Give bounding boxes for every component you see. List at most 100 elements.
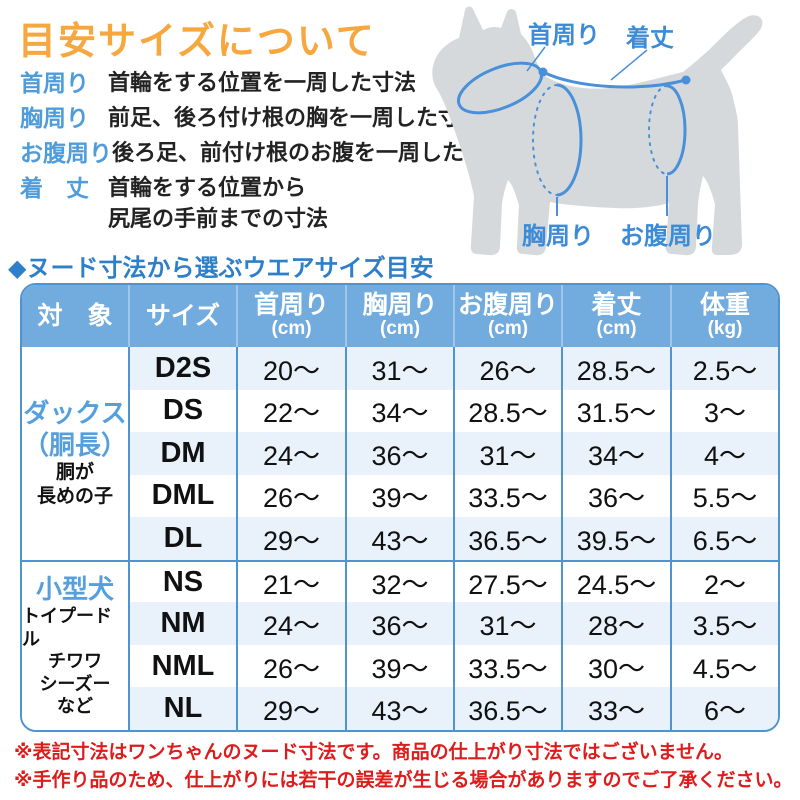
belly-measure-ring-back (648, 85, 668, 175)
group-sub-line: トイプードル (22, 606, 112, 649)
table-cell-size: NL (128, 687, 236, 730)
group-cell-small-dog: 小型犬 トイプードル チワワ シーズー など (22, 559, 128, 730)
table-cell: 34〜 (345, 389, 453, 433)
table-cell: 33.5〜 (453, 644, 561, 688)
diagram-chest-label: 胸周り (522, 223, 594, 250)
header-text: 首周り (253, 291, 329, 320)
group-sub-line: 長めの子 (36, 485, 113, 507)
neck-label-leader-line (526, 46, 546, 72)
legend-row-neck: 首周り 首輪をする位置を一周した寸法 (20, 70, 508, 96)
table-cell: 31.5〜 (561, 389, 670, 433)
group-name-line1: 小型犬 (35, 574, 114, 605)
legend-desc-length: 首輪をする位置から 尻尾の手前までの寸法 (108, 175, 328, 232)
diagram-belly-label: お腹周り (620, 223, 716, 250)
belly-measure-ring-front (666, 84, 687, 176)
header-text: 体重 (699, 291, 750, 320)
table-cell: 6〜 (670, 687, 778, 730)
table-cell-size: NS (128, 559, 236, 603)
page-title: 目安サイズについて (18, 21, 376, 63)
table-cell: 36〜 (345, 602, 453, 645)
table-cell: 3〜 (670, 389, 778, 433)
group-name-line1: ダックス (23, 398, 127, 429)
table-cell: 27.5〜 (453, 559, 561, 603)
table-cell: 29〜 (236, 687, 345, 730)
header-unit: (cm) (379, 318, 421, 340)
table-cell: 24.5〜 (561, 559, 670, 603)
table-cell: 22〜 (236, 389, 345, 433)
group-sub-line: チワワ (48, 651, 102, 672)
legend-desc-belly: 後ろ足、前付け根のお腹を一周した寸法 (112, 140, 509, 165)
table-cell: 36.5〜 (453, 517, 561, 560)
table-cell-size: DM (128, 432, 236, 475)
table-cell: 26〜 (236, 644, 345, 688)
header-cell-length: 着丈 (cm) (561, 285, 670, 347)
table-cell: 30〜 (561, 644, 670, 688)
chest-measure-ring-back (532, 84, 558, 196)
header-unit: (kg) (707, 318, 743, 340)
size-table: 対 象 サイズ 首周り (cm) 胸周り (cm) お腹周り (cm) 着丈 (… (20, 283, 780, 732)
group-sub-line: 胴が (55, 461, 94, 483)
legend-label-neck: 首周り (20, 70, 89, 96)
table-cell: 4〜 (670, 432, 778, 475)
table-cell: 26〜 (453, 347, 561, 390)
group-name-line2: （胴長） (22, 429, 127, 460)
table-cell: 39.5〜 (561, 517, 670, 560)
legend-row-chest: 胸周り 前足、後ろ付け根の胸を一周した寸法 (20, 105, 508, 131)
chest-measure-ring-front (556, 83, 583, 197)
table-cell: 33.5〜 (453, 474, 561, 518)
header-text: 着丈 (591, 291, 642, 320)
group-cell-dachshund: ダックス （胴長） 胴が 長めの子 (22, 347, 128, 560)
header-unit: (cm) (487, 318, 529, 340)
diagram-length-label: 着丈 (626, 25, 674, 52)
table-cell: 6.5〜 (670, 517, 778, 560)
legend-row-belly: お腹周り 後ろ足、前付け根のお腹を一周した寸法 (20, 140, 508, 166)
note-line-2: ※手作り品のため、仕上がりには若干の誤差が生じる場合がありますのでご了承ください… (14, 770, 793, 791)
legend-label-length: 着 丈 (20, 175, 89, 201)
header-unit: (cm) (271, 318, 312, 340)
header-cell-size: サイズ (128, 285, 236, 347)
table-cell: 28.5〜 (561, 347, 670, 390)
legend-label-chest: 胸周り (20, 105, 89, 131)
note-line-1: ※表記寸法はワンちゃんのヌード寸法です。商品の仕上がり寸法ではございません。 (14, 742, 734, 763)
header-unit: (cm) (596, 318, 637, 340)
header-cell-weight: 体重 (kg) (670, 285, 778, 347)
back-length-line (542, 70, 687, 89)
legend-desc-chest: 前足、後ろ付け根の胸を一周した寸法 (108, 105, 483, 130)
table-cell: 39〜 (345, 474, 453, 518)
table-cell: 36.5〜 (453, 687, 561, 730)
table-cell-size: DL (128, 517, 236, 560)
table-cell: 33〜 (561, 687, 670, 730)
table-cell: 31〜 (345, 347, 453, 390)
table-cell: 3.5〜 (670, 602, 778, 645)
legend-desc-length-line1: 首輪をする位置から (108, 175, 307, 200)
table-cell: 2.5〜 (670, 347, 778, 390)
measurement-legend: 首周り 首輪をする位置を一周した寸法 胸周り 前足、後ろ付け根の胸を一周した寸法… (20, 70, 508, 241)
table-cell: 31〜 (453, 432, 561, 475)
table-cell: 24〜 (236, 432, 345, 475)
table-cell: 26〜 (236, 474, 345, 518)
table-cell: 28.5〜 (453, 389, 561, 433)
table-cell-size: NM (128, 602, 236, 645)
table-cell-size: D2S (128, 347, 236, 390)
table-cell-size: NML (128, 644, 236, 688)
table-cell: 5.5〜 (670, 474, 778, 518)
table-cell: 2〜 (670, 559, 778, 603)
table-cell: 21〜 (236, 559, 345, 603)
header-cell-neck: 首周り (cm) (236, 285, 345, 347)
table-cell: 20〜 (236, 347, 345, 390)
legend-desc-length-line2: 尻尾の手前までの寸法 (108, 206, 329, 231)
legend-desc-neck: 首輪をする位置を一周した寸法 (108, 70, 417, 95)
header-cell-target: 対 象 (22, 285, 128, 347)
section-title: ◆ヌード寸法から選ぶウエアサイズ目安 (8, 255, 434, 282)
group-sub-line: など (57, 696, 93, 717)
table-cell: 34〜 (561, 432, 670, 475)
table-cell: 43〜 (345, 687, 453, 730)
header-cell-belly: お腹周り (cm) (453, 285, 561, 347)
back-length-dot-end (681, 75, 691, 85)
legend-label-belly: お腹周り (20, 140, 112, 166)
diagram-neck-label: 首周り (528, 22, 600, 49)
back-length-dot-start (538, 67, 548, 77)
legend-row-length: 着 丈 首輪をする位置から 尻尾の手前までの寸法 (20, 175, 508, 232)
table-cell-size: DML (128, 474, 236, 518)
